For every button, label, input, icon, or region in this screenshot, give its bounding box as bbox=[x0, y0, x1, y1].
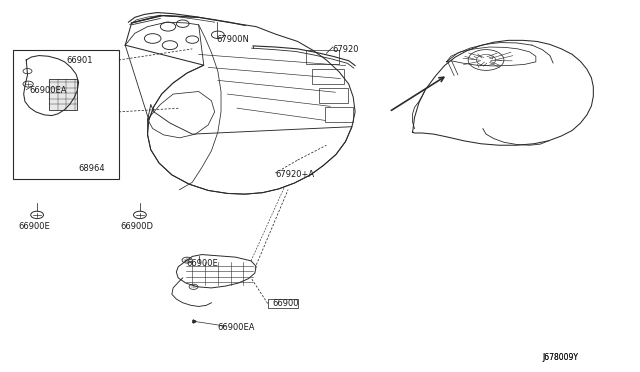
Text: 66900: 66900 bbox=[272, 299, 299, 308]
Text: J678009Y: J678009Y bbox=[542, 353, 578, 362]
Bar bbox=[49, 78, 77, 110]
Text: 66900EA: 66900EA bbox=[218, 323, 255, 332]
Text: 67920: 67920 bbox=[333, 45, 359, 54]
Text: 66900EA: 66900EA bbox=[29, 86, 67, 95]
Text: 66900E: 66900E bbox=[19, 222, 51, 231]
Text: 66900E: 66900E bbox=[186, 259, 218, 268]
Text: 66900D: 66900D bbox=[121, 222, 154, 231]
Text: 66901: 66901 bbox=[67, 56, 93, 65]
Text: 68964: 68964 bbox=[79, 164, 105, 173]
Bar bbox=[268, 299, 298, 308]
Bar bbox=[13, 50, 119, 179]
Text: 67900N: 67900N bbox=[216, 35, 250, 44]
Text: 67920+A: 67920+A bbox=[275, 170, 314, 179]
Text: J678009Y: J678009Y bbox=[542, 353, 578, 362]
